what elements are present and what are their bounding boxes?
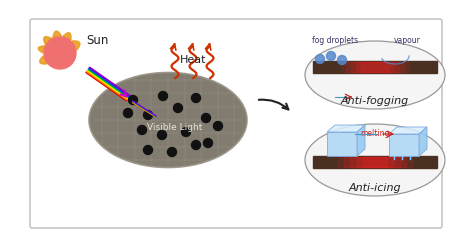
Text: vapour: vapour (393, 36, 420, 45)
Bar (350, 157, 400, 167)
Ellipse shape (89, 72, 247, 167)
Circle shape (327, 52, 336, 61)
Bar (356, 62, 394, 72)
Polygon shape (419, 127, 427, 156)
Circle shape (128, 95, 137, 104)
Bar (351, 62, 399, 72)
Text: Sun: Sun (86, 34, 109, 48)
Circle shape (173, 103, 182, 113)
Circle shape (44, 37, 76, 69)
Bar (313, 156, 437, 168)
Bar (341, 62, 409, 72)
Bar (363, 157, 387, 167)
Polygon shape (53, 31, 62, 38)
Circle shape (144, 146, 153, 155)
Text: melting: melting (360, 129, 390, 138)
Polygon shape (38, 46, 45, 53)
Text: Visible Light: Visible Light (147, 124, 203, 132)
Circle shape (201, 114, 210, 123)
Circle shape (124, 109, 133, 118)
Ellipse shape (305, 41, 445, 109)
Circle shape (316, 55, 325, 63)
FancyBboxPatch shape (30, 19, 442, 228)
Text: Heat: Heat (180, 55, 206, 65)
Text: Anti-fogging: Anti-fogging (341, 96, 409, 106)
Circle shape (191, 141, 201, 150)
Circle shape (191, 93, 201, 102)
Text: Anti-icing: Anti-icing (349, 183, 401, 193)
Bar (313, 61, 437, 73)
Bar (346, 62, 404, 72)
Polygon shape (327, 125, 365, 132)
Bar (361, 62, 389, 72)
Bar (356, 157, 393, 167)
Polygon shape (389, 127, 427, 134)
Polygon shape (72, 41, 80, 50)
Circle shape (213, 122, 222, 130)
Circle shape (182, 127, 191, 136)
Polygon shape (357, 125, 365, 156)
Text: fog droplets: fog droplets (312, 36, 358, 45)
Ellipse shape (305, 124, 445, 196)
Circle shape (158, 92, 167, 100)
Circle shape (157, 130, 166, 139)
Circle shape (167, 148, 176, 156)
Polygon shape (44, 37, 52, 44)
Circle shape (144, 111, 153, 120)
Circle shape (337, 56, 346, 64)
Circle shape (203, 138, 212, 148)
Circle shape (137, 125, 146, 134)
Bar (338, 157, 412, 167)
Bar (344, 157, 406, 167)
Polygon shape (63, 33, 71, 40)
FancyBboxPatch shape (389, 134, 419, 156)
Polygon shape (40, 56, 47, 64)
FancyBboxPatch shape (327, 132, 357, 156)
